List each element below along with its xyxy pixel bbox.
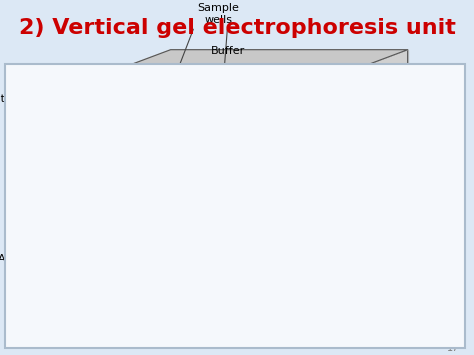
Text: Sample
wells: Sample wells: [197, 4, 239, 25]
Bar: [165, 94, 178, 108]
Circle shape: [55, 89, 83, 110]
Bar: [133, 64, 370, 76]
Text: +: +: [62, 250, 76, 268]
Circle shape: [55, 248, 83, 270]
Polygon shape: [171, 50, 408, 277]
Text: −: −: [62, 91, 76, 108]
Polygon shape: [133, 277, 408, 291]
Text: 2) Vertical gel electrophoresis unit: 2) Vertical gel electrophoresis unit: [18, 18, 456, 38]
Bar: [133, 110, 370, 291]
Bar: [242, 94, 255, 108]
Text: Plastic
frame: Plastic frame: [429, 146, 465, 167]
Polygon shape: [133, 50, 408, 64]
Bar: [267, 94, 280, 108]
Polygon shape: [408, 284, 436, 344]
Polygon shape: [114, 291, 408, 344]
Text: Stacking
gel: Stacking gel: [24, 124, 72, 146]
Bar: [191, 94, 204, 108]
Text: Anode: Anode: [0, 254, 33, 264]
Bar: [129, 282, 137, 289]
Bar: [140, 94, 153, 108]
Text: Cathode: Cathode: [0, 94, 33, 104]
Polygon shape: [114, 284, 142, 344]
Text: 17: 17: [447, 343, 460, 353]
Polygon shape: [114, 284, 436, 291]
Bar: [133, 64, 370, 291]
Bar: [318, 94, 331, 108]
Text: Buffer: Buffer: [210, 47, 245, 56]
Polygon shape: [114, 337, 436, 344]
Bar: [129, 73, 137, 80]
Bar: [216, 94, 229, 108]
Bar: [292, 94, 305, 108]
Text: Running
gel: Running gel: [24, 172, 70, 194]
Bar: [133, 76, 370, 110]
Bar: [360, 64, 370, 291]
Text: Buffer: Buffer: [177, 328, 211, 338]
Polygon shape: [370, 50, 408, 291]
Polygon shape: [114, 291, 408, 330]
